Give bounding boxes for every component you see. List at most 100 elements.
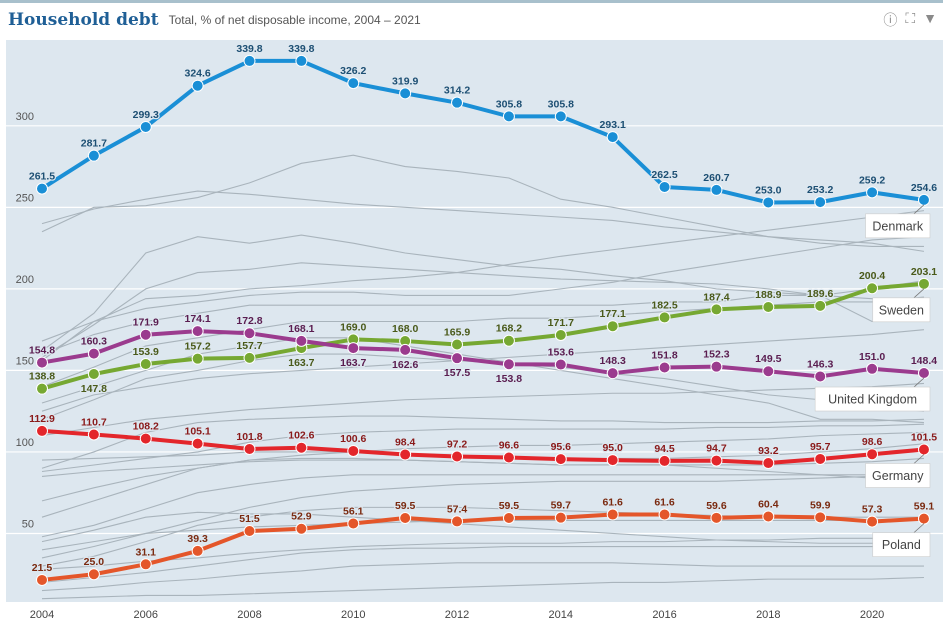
y-tick-label: 250 [16,192,34,204]
data-point[interactable] [451,450,464,463]
data-point[interactable] [87,367,100,380]
data-point[interactable] [762,510,775,523]
data-point[interactable] [554,453,567,466]
data-point[interactable] [762,365,775,378]
top-border [0,0,943,3]
fullscreen-icon[interactable]: ⛶ [905,10,916,26]
data-point[interactable] [917,443,930,456]
data-point[interactable] [710,360,723,373]
data-point[interactable] [554,329,567,342]
data-point[interactable] [658,180,671,193]
data-point[interactable] [139,328,152,341]
data-point[interactable] [243,525,256,538]
data-point[interactable] [710,511,723,524]
data-point[interactable] [658,311,671,324]
data-label: 39.3 [187,533,208,545]
data-point[interactable] [87,428,100,441]
data-point[interactable] [814,452,827,465]
background-country-line [41,431,924,502]
data-point[interactable] [191,544,204,557]
data-point[interactable] [917,193,930,206]
data-point[interactable] [917,367,930,380]
data-point[interactable] [606,131,619,144]
data-point[interactable] [451,338,464,351]
data-point[interactable] [658,454,671,467]
data-point[interactable] [451,515,464,528]
data-point[interactable] [87,568,100,581]
data-point[interactable] [347,77,360,90]
data-point[interactable] [866,282,879,295]
data-point[interactable] [36,573,48,586]
data-point[interactable] [87,149,100,162]
download-icon[interactable]: ▼ [923,10,937,26]
background-country-line [41,576,924,600]
data-point[interactable] [243,54,256,67]
data-point[interactable] [191,325,204,338]
data-point[interactable] [191,352,204,365]
data-point[interactable] [139,358,152,371]
data-point[interactable] [814,511,827,524]
data-point[interactable] [451,352,464,365]
data-point[interactable] [606,508,619,521]
data-point[interactable] [502,110,515,123]
data-point[interactable] [554,110,567,123]
data-point[interactable] [917,512,930,525]
data-point[interactable] [658,508,671,521]
data-point[interactable] [554,511,567,524]
data-point[interactable] [399,87,412,100]
data-point[interactable] [866,448,879,461]
data-point[interactable] [347,342,360,355]
data-point[interactable] [139,120,152,133]
data-point[interactable] [502,358,515,371]
data-point[interactable] [710,454,723,467]
data-point[interactable] [502,334,515,347]
data-point[interactable] [399,511,412,524]
data-point[interactable] [502,451,515,464]
data-point[interactable] [87,347,100,360]
info-icon[interactable]: ⓘ [883,12,898,28]
data-point[interactable] [191,437,204,450]
data-point[interactable] [814,196,827,209]
data-point[interactable] [36,382,48,395]
data-point[interactable] [139,432,152,445]
data-point[interactable] [658,361,671,374]
data-point[interactable] [36,356,48,369]
data-point[interactable] [710,183,723,196]
data-point[interactable] [347,517,360,530]
data-point[interactable] [295,54,308,67]
data-point[interactable] [606,454,619,467]
data-point[interactable] [554,358,567,371]
data-point[interactable] [710,303,723,316]
data-label: 168.1 [288,323,314,335]
data-point[interactable] [814,370,827,383]
data-point[interactable] [243,351,256,364]
data-point[interactable] [36,424,48,437]
data-point[interactable] [502,511,515,524]
data-point[interactable] [917,277,930,290]
data-point[interactable] [606,367,619,380]
data-point[interactable] [762,300,775,313]
data-label: 339.8 [288,43,314,55]
data-point[interactable] [762,457,775,470]
data-point[interactable] [36,182,48,195]
data-point[interactable] [243,443,256,456]
data-point[interactable] [243,327,256,340]
data-point[interactable] [295,441,308,454]
data-point[interactable] [866,515,879,528]
data-point[interactable] [762,196,775,209]
data-point[interactable] [399,448,412,461]
y-tick-label: 150 [16,355,34,367]
data-point[interactable] [451,96,464,109]
data-point[interactable] [295,522,308,535]
data-point[interactable] [191,79,204,92]
data-label: 108.2 [133,421,159,433]
data-point[interactable] [606,320,619,333]
data-point[interactable] [347,444,360,457]
data-label: 174.1 [184,313,210,325]
data-point[interactable] [399,343,412,356]
data-point[interactable] [866,186,879,199]
data-point[interactable] [814,299,827,312]
data-point[interactable] [139,558,152,571]
data-point[interactable] [295,334,308,347]
data-point[interactable] [866,362,879,375]
